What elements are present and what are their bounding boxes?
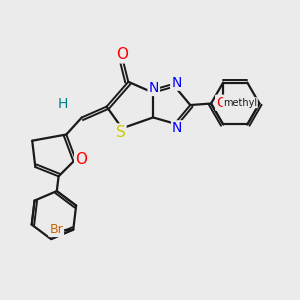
Text: S: S — [116, 124, 125, 140]
Text: methyl: methyl — [223, 98, 257, 108]
Text: N: N — [148, 81, 159, 95]
Text: O: O — [216, 96, 227, 110]
Text: H: H — [58, 97, 68, 110]
Text: Br: Br — [49, 223, 63, 236]
Text: N: N — [171, 76, 182, 90]
Text: N: N — [172, 121, 182, 135]
Text: O: O — [116, 47, 128, 62]
Text: O: O — [75, 152, 87, 167]
